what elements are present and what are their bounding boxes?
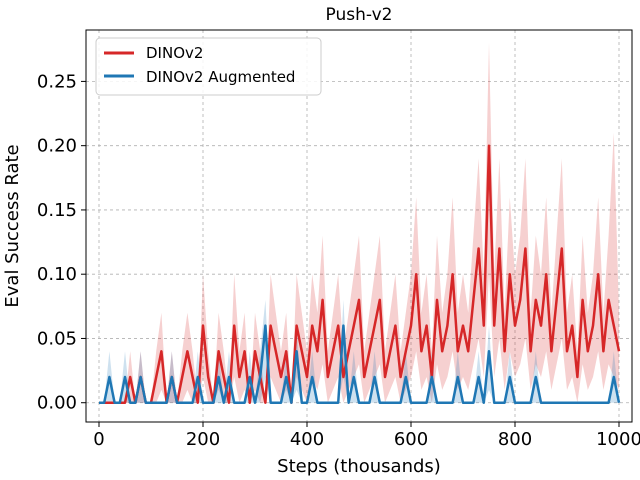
- x-tick-label: 600: [394, 429, 428, 450]
- chart-title: Push-v2: [326, 5, 393, 25]
- y-tick-label: 0.05: [37, 328, 77, 349]
- dinov2-line: [99, 144, 621, 404]
- series-lines: [99, 144, 621, 404]
- legend-box: [95, 37, 322, 96]
- y-tick-label: 0.20: [37, 136, 77, 157]
- plot-frame: [85, 29, 633, 423]
- x-axis-label: Steps (thousands): [277, 456, 441, 477]
- legend-label-dinov2: DINOv2: [146, 44, 203, 62]
- axis-ticks: 0 200 400 600 800 1000 0.00 0.05 0.10 0.15 0.20 0.2…: [37, 71, 640, 450]
- dinov2-band: [99, 42, 619, 403]
- y-axis-label: Eval Success Rate: [2, 144, 23, 307]
- y-tick-label: 0.15: [37, 200, 77, 221]
- x-tick-label: 400: [290, 429, 324, 450]
- x-tick-label: 800: [498, 429, 532, 450]
- dinov2-augmented-line: [99, 324, 621, 404]
- x-tick-label: 0: [93, 429, 104, 450]
- x-tick-label: 1000: [596, 429, 640, 450]
- y-tick-label: 0.25: [37, 71, 77, 92]
- legend: DINOv2 DINOv2 Augmented: [95, 37, 322, 96]
- x-tick-label: 200: [186, 429, 220, 450]
- legend-label-dinov2-augmented: DINOv2 Augmented: [146, 68, 295, 86]
- y-tick-label: 0.00: [37, 393, 77, 414]
- y-tick-label: 0.10: [37, 264, 77, 285]
